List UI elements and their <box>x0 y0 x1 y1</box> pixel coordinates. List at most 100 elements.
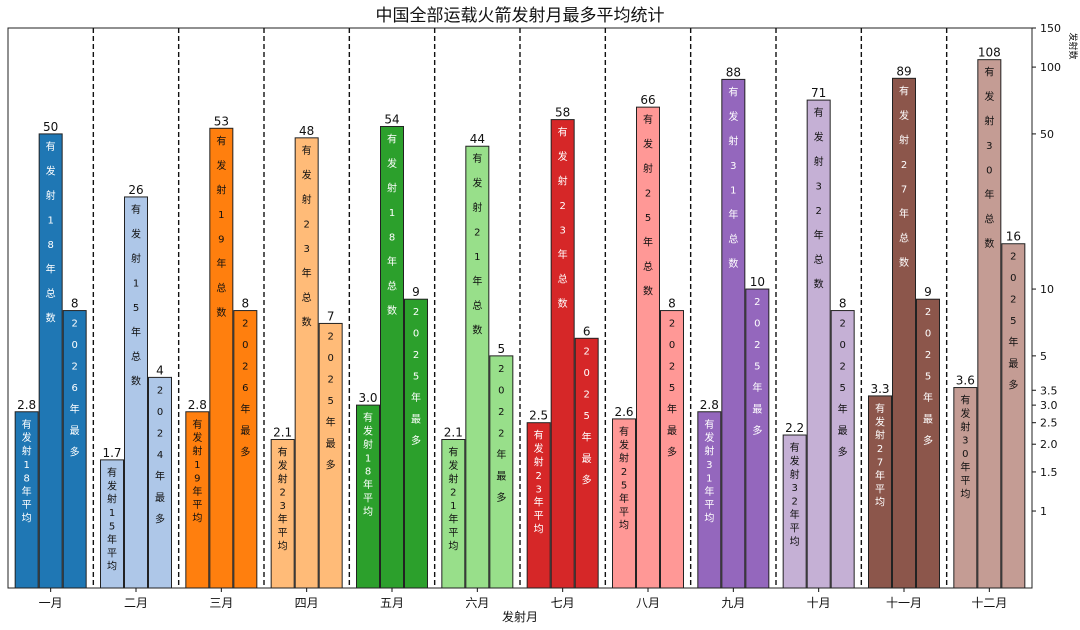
bar-inner-char: 2 <box>559 201 565 212</box>
bar-inner-char: 最 <box>240 425 250 437</box>
bar-inner-char: 发 <box>387 157 397 170</box>
bar-inner-char: 射 <box>960 421 970 433</box>
bar-inner-char: 最 <box>667 425 677 437</box>
bar-inner-char: 4 <box>157 450 163 461</box>
bar-总数 <box>892 77 916 589</box>
bar-inner-text: 有发射 3 2 年总数 <box>814 106 824 291</box>
bar-inner-char: 2 <box>474 228 480 239</box>
x-tick-label: 四月 <box>295 596 319 610</box>
bar-inner-text: 有发射 2 7 年总数 <box>899 84 909 269</box>
bar-inner-char: 多 <box>155 512 165 525</box>
bar-inner-char: 0 <box>1010 273 1016 284</box>
bar-inner-char: 最 <box>838 425 848 437</box>
bar-inner-char: 年 <box>326 415 336 428</box>
bar-inner-char: 年 <box>70 403 80 416</box>
bar-value-label: 8 <box>839 297 847 311</box>
bar-inner-char: 射 <box>46 190 56 202</box>
x-tick-label: 十一月 <box>886 596 922 610</box>
bar-value-label: 108 <box>978 46 1001 60</box>
bar-最多 <box>574 337 599 589</box>
x-tick-label: 九月 <box>721 596 745 610</box>
bar-inner-char: 最 <box>155 492 165 504</box>
bar-平均 <box>868 395 892 589</box>
bar-inner-char: 均 <box>363 506 373 518</box>
bar-value-label: 89 <box>896 64 911 78</box>
bar-value-label: 3.0 <box>358 391 377 405</box>
bar-inner-char: 2 <box>839 319 845 330</box>
bar-value-label: 2.5 <box>529 409 548 423</box>
bar-inner-char: 1 <box>389 208 395 219</box>
bar-最多 <box>660 310 684 589</box>
bar-inner-char: 射 <box>22 446 32 458</box>
bar-inner-char: 7 <box>901 184 907 195</box>
bar-inner-char: 有 <box>302 144 312 157</box>
bar-inner-text: 2 0 2 4 年最多 <box>155 385 165 525</box>
bar-inner-char: 射 <box>107 494 117 506</box>
bar-inner-text: 有发射 2 3 年总数 <box>558 126 568 310</box>
bar-inner-char: 有 <box>619 425 629 438</box>
bar-inner-char: 多 <box>923 434 933 447</box>
bar-inner-char: 有 <box>363 411 373 424</box>
bar-inner-char: 2 <box>279 488 285 499</box>
bar-inner-char: 射 <box>984 116 994 128</box>
bar-value-label: 2.8 <box>17 398 36 412</box>
bar-inner-text: 2 0 2 5 年最多 <box>838 319 848 459</box>
y-tick-label: 50 <box>1040 128 1054 141</box>
bar-inner-char: 年 <box>643 236 653 249</box>
bar-总数 <box>209 127 234 589</box>
bar-inner-text: 2 0 2 5 年最多 <box>667 319 677 459</box>
bar-inner-char: 数 <box>899 256 909 269</box>
bar-inner-char: 2 <box>583 346 589 357</box>
bar-inner-char: 0 <box>583 368 589 379</box>
bar-inner-char: 平 <box>448 528 458 539</box>
bar-inner-char: 5 <box>1010 316 1016 327</box>
bar-inner-char: 5 <box>669 383 675 394</box>
y-tick-label: 100 <box>1040 61 1061 74</box>
bar-inner-char: 总 <box>899 231 909 244</box>
bar-inner-text: 2 0 2 5 年最多 <box>923 307 933 447</box>
bar-inner-char: 2 <box>242 362 248 373</box>
bar-inner-char: 年 <box>448 513 458 526</box>
bar-inner-char: 年 <box>107 533 117 546</box>
bar-value-label: 3.6 <box>956 374 975 388</box>
bar-inner-char: 0 <box>754 319 760 330</box>
bar-value-label: 2.6 <box>614 405 633 419</box>
bar-inner-char: 发 <box>278 459 288 472</box>
bar-平均 <box>14 411 39 589</box>
bar-inner-char: 9 <box>194 473 200 484</box>
bar-inner-char: 年 <box>984 188 994 201</box>
bar-inner-char: 数 <box>472 324 482 337</box>
bar-inner-char: 均 <box>704 513 714 525</box>
bar-inner-char: 8 <box>365 467 371 478</box>
bar-inner-char: 射 <box>216 184 226 196</box>
bar-inner-char: 年 <box>240 403 250 416</box>
bar-inner-char: 8 <box>47 240 53 251</box>
bar-inner-char: 发 <box>363 425 373 438</box>
x-tick-label: 十月 <box>807 596 831 610</box>
bar-inner-char: 5 <box>925 372 931 383</box>
bar-inner-char: 发 <box>131 227 141 240</box>
bar-inner-char: 年 <box>728 208 738 221</box>
x-tick-label: 十二月 <box>971 596 1007 610</box>
bar-inner-char: 年 <box>838 403 848 416</box>
bar-inner-char: 3 <box>303 244 309 255</box>
bar-value-label: 50 <box>43 120 58 134</box>
bar-inner-char: 年 <box>960 461 970 474</box>
bar-inner-char: 平 <box>363 494 373 505</box>
bar-最多 <box>62 310 87 589</box>
bar-inner-text: 有发射 3 0 年总数 <box>984 66 994 250</box>
bar-inner-char: 均 <box>278 540 288 552</box>
bar-inner-char: 2 <box>901 160 907 171</box>
bar-inner-char: 总 <box>216 281 226 294</box>
bar-inner-char: 均 <box>960 488 970 500</box>
bar-平均 <box>526 422 551 589</box>
bar-value-label: 2.1 <box>444 426 463 440</box>
